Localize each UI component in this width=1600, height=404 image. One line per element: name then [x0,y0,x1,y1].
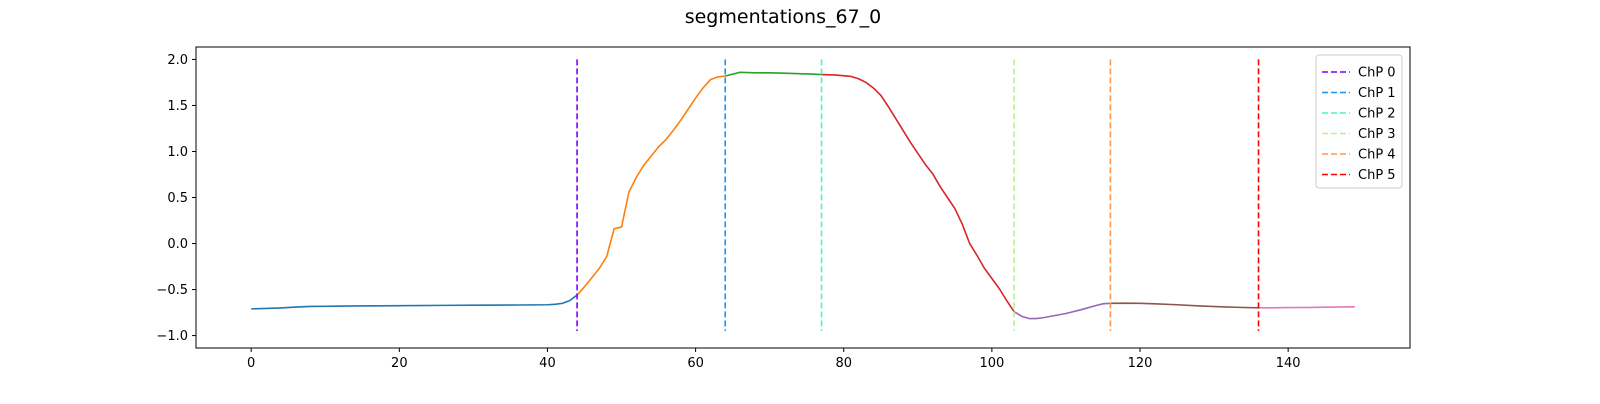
axes: 0 20 40 60 80 100 120 140 −1.0 −0.5 0.0 0.5 1.0 1.5 2.… [156,46,1411,371]
series-segment-6 [1258,306,1355,309]
x-tick-label: 20 [391,356,408,371]
x-tick-label: 40 [539,356,556,371]
series-segment-3 [821,73,1015,313]
series-segment-0 [251,294,578,310]
legend-label: ChP 1 [1358,86,1396,101]
x-tick-label: 120 [1128,356,1153,371]
x-tick-label: 0 [247,356,255,371]
legend-label: ChP 4 [1358,148,1396,163]
plot-area [251,59,1355,331]
legend-box [1315,54,1403,189]
y-tick-label: −1.0 [156,329,188,344]
y-tick-label: 2.0 [167,53,188,68]
legend-label: ChP 2 [1358,107,1396,122]
plot-frame [195,46,1411,349]
x-tick-label: 100 [979,356,1004,371]
legend-label: ChP 3 [1358,127,1396,142]
chart-title: segmentations_67_0 [685,6,882,28]
y-tick-label: 1.0 [167,145,188,160]
x-tick-label: 140 [1276,356,1301,371]
x-tick-label: 60 [687,356,704,371]
y-tick-label: −0.5 [156,283,188,298]
series-segment-4 [1013,302,1111,320]
y-tick-label: 0.0 [167,237,188,252]
legend: ChP 0 ChP 1 ChP 2 ChP 3 ChP 4 ChP 5 [1315,54,1403,189]
series-segment-1 [576,75,726,296]
y-tick-label: 1.5 [167,99,188,114]
series-segment-5 [1110,302,1259,309]
series-segment-2 [725,71,822,77]
y-tick-label: 0.5 [167,191,188,206]
legend-label: ChP 0 [1358,66,1396,81]
x-tick-label: 80 [835,356,852,371]
legend-label: ChP 5 [1358,168,1396,183]
